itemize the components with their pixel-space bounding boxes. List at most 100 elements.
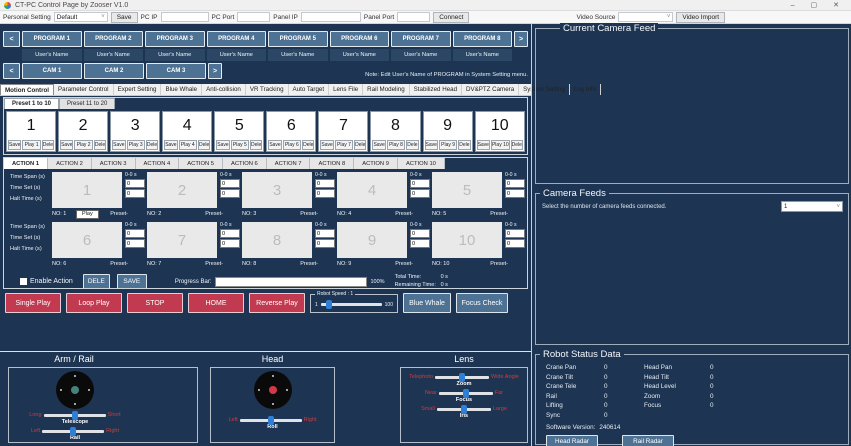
iris-thumb[interactable] bbox=[460, 404, 467, 414]
maximize-icon[interactable]: ▢ bbox=[810, 1, 818, 9]
roll-thumb[interactable] bbox=[267, 415, 274, 425]
preset-dele-button[interactable]: Dele bbox=[250, 140, 263, 150]
tab-action-8[interactable]: ACTION 8 bbox=[310, 158, 355, 169]
tab-action-4[interactable]: ACTION 4 bbox=[135, 158, 180, 169]
halt-time-input[interactable] bbox=[125, 189, 145, 198]
tab-motion-control[interactable]: Motion Control bbox=[0, 84, 54, 95]
rail-radar-button[interactable]: Rail Radar bbox=[622, 434, 674, 446]
arm-joystick-knob[interactable] bbox=[71, 386, 79, 394]
roll-slider[interactable] bbox=[239, 415, 302, 425]
preset-play-button[interactable]: Play 8 bbox=[386, 140, 406, 150]
preset-dele-button[interactable]: Dele bbox=[406, 140, 419, 150]
program-1-button[interactable]: PROGRAM 1 bbox=[22, 31, 82, 47]
close-icon[interactable]: ✕ bbox=[833, 1, 839, 9]
preset-save-button[interactable]: Save bbox=[268, 140, 282, 150]
halt-time-input[interactable] bbox=[315, 239, 335, 248]
head-joystick[interactable] bbox=[253, 371, 292, 409]
tab-log-info[interactable]: Log Info bbox=[570, 84, 602, 95]
telescope-thumb[interactable] bbox=[71, 410, 78, 420]
zoom-thumb[interactable] bbox=[459, 372, 466, 382]
halt-time-input[interactable] bbox=[125, 239, 145, 248]
reverse-play-button[interactable]: Reverse Play bbox=[249, 293, 305, 313]
tab-preset-1-10[interactable]: Preset 1 to 10 bbox=[4, 98, 60, 109]
preset-save-button[interactable]: Save bbox=[164, 140, 178, 150]
arm-joystick[interactable] bbox=[56, 371, 94, 409]
head-radar-button[interactable]: Head Radar bbox=[546, 434, 598, 446]
preset-play-button[interactable]: Play 6 bbox=[282, 140, 302, 150]
dele-button[interactable]: DELE bbox=[82, 274, 110, 288]
video-source-select[interactable]: ˅ bbox=[618, 12, 674, 22]
program-4-button[interactable]: PROGRAM 4 bbox=[206, 31, 266, 47]
rail-thumb[interactable] bbox=[70, 426, 77, 436]
preset-play-button[interactable]: Play 2 bbox=[74, 140, 93, 150]
preset-play-button[interactable]: Play 3 bbox=[126, 140, 145, 150]
time-set-input[interactable] bbox=[125, 179, 145, 188]
preset-save-button[interactable]: Save bbox=[60, 140, 74, 150]
preset-save-button[interactable]: Save bbox=[8, 140, 22, 150]
preset-dele-button[interactable]: Dele bbox=[93, 140, 107, 150]
camera-feeds-select[interactable]: 1 ˅ bbox=[781, 201, 843, 212]
tab-action-3[interactable]: ACTION 3 bbox=[91, 158, 136, 169]
robot-speed-thumb[interactable] bbox=[325, 300, 332, 309]
program-3-button[interactable]: PROGRAM 3 bbox=[145, 31, 205, 47]
time-set-input[interactable] bbox=[220, 179, 240, 188]
tab-action-10[interactable]: ACTION 10 bbox=[397, 158, 445, 169]
halt-time-input[interactable] bbox=[505, 189, 525, 198]
time-set-input[interactable] bbox=[220, 229, 240, 238]
preset-dele-button[interactable]: Dele bbox=[302, 140, 315, 150]
connect-button[interactable]: Connect bbox=[433, 11, 470, 23]
preset-play-button[interactable]: Play 5 bbox=[230, 140, 250, 150]
minimize-icon[interactable]: – bbox=[790, 1, 795, 9]
time-set-input[interactable] bbox=[315, 229, 335, 238]
personal-setting-select[interactable]: Default ˅ bbox=[53, 12, 108, 22]
pc-ip-input[interactable] bbox=[160, 12, 209, 22]
tab-preset-11-20[interactable]: Preset 11 to 20 bbox=[59, 98, 116, 109]
panel-port-input[interactable] bbox=[397, 12, 431, 22]
home-button[interactable]: HOME bbox=[188, 293, 244, 313]
halt-time-input[interactable] bbox=[505, 239, 525, 248]
halt-time-input[interactable] bbox=[410, 189, 430, 198]
preset-save-button[interactable]: Save bbox=[112, 140, 126, 150]
tab-blue-whale[interactable]: Blue Whale bbox=[161, 84, 203, 95]
video-import-button[interactable]: Video Import bbox=[676, 11, 726, 23]
tab-dvptz-camera[interactable]: DV&PTZ Camera bbox=[462, 84, 520, 95]
tab-rail-modeling[interactable]: Rail Modeling bbox=[363, 84, 410, 95]
tab-action-2[interactable]: ACTION 2 bbox=[48, 158, 92, 169]
cam-2-button[interactable]: CAM 2 bbox=[84, 63, 144, 79]
cams-prev-button[interactable]: < bbox=[3, 63, 20, 79]
tab-parameter-control[interactable]: Parameter Control bbox=[54, 84, 114, 95]
tab-action-6[interactable]: ACTION 6 bbox=[223, 158, 267, 169]
head-joystick-knob[interactable] bbox=[268, 386, 277, 394]
blue-whale-button[interactable]: Blue Whale bbox=[403, 293, 451, 313]
tab-vr-tracking[interactable]: VR Tracking bbox=[246, 84, 289, 95]
program-7-button[interactable]: PROGRAM 7 bbox=[391, 31, 451, 47]
iris-slider[interactable] bbox=[436, 404, 491, 414]
preset-dele-button[interactable]: Dele bbox=[197, 140, 211, 150]
halt-time-input[interactable] bbox=[220, 189, 240, 198]
halt-time-input[interactable] bbox=[220, 239, 240, 248]
time-set-input[interactable] bbox=[125, 229, 145, 238]
enable-action-checkbox[interactable] bbox=[20, 278, 27, 285]
preset-play-button[interactable]: Play 10 bbox=[490, 140, 510, 150]
tab-action-7[interactable]: ACTION 7 bbox=[266, 158, 311, 169]
loop-play-button[interactable]: Loop Play bbox=[66, 293, 122, 313]
tab-action-1[interactable]: ACTION 1 bbox=[4, 158, 49, 169]
time-set-input[interactable] bbox=[505, 229, 525, 238]
programs-prev-button[interactable]: < bbox=[3, 31, 20, 47]
cam-3-button[interactable]: CAM 3 bbox=[146, 63, 206, 79]
save-settings-button[interactable]: Save bbox=[110, 11, 138, 23]
zoom-slider[interactable] bbox=[435, 372, 490, 382]
telescope-slider[interactable] bbox=[43, 410, 106, 420]
program-2-button[interactable]: PROGRAM 2 bbox=[83, 31, 143, 47]
tab-expert-setting[interactable]: Expert Setting bbox=[114, 84, 162, 95]
programs-next-button[interactable]: > bbox=[514, 31, 528, 47]
tab-anti-collision[interactable]: Anti-collision bbox=[202, 84, 246, 95]
program-8-button[interactable]: PROGRAM 8 bbox=[452, 31, 512, 47]
tab-action-5[interactable]: ACTION 5 bbox=[179, 158, 223, 169]
preset-dele-button[interactable]: Dele bbox=[145, 140, 159, 150]
rail-slider[interactable] bbox=[42, 426, 105, 436]
cams-next-button[interactable]: > bbox=[208, 63, 222, 79]
preset-play-button[interactable]: Play 4 bbox=[178, 140, 197, 150]
tab-auto-target[interactable]: Auto Target bbox=[289, 84, 330, 95]
time-set-input[interactable] bbox=[315, 179, 335, 188]
